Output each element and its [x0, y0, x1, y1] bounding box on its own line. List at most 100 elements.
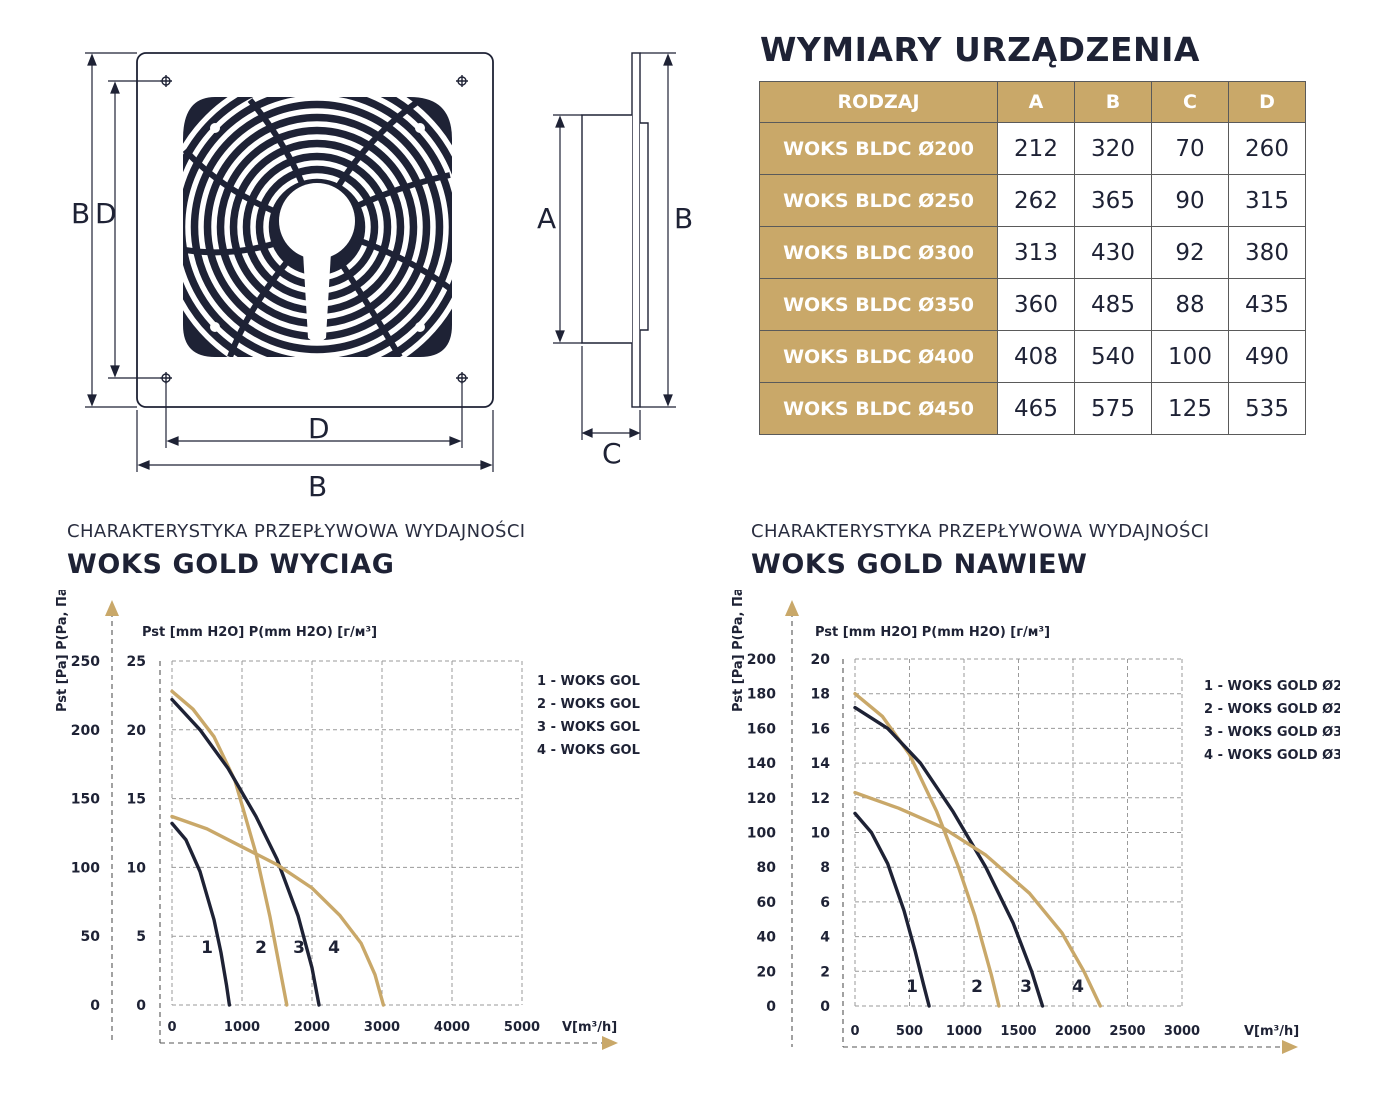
curve-number-label: 3: [1020, 977, 1032, 997]
mounting-holes: [160, 75, 468, 384]
curve-number-label: 2: [255, 938, 267, 958]
side-housing: [640, 122, 649, 331]
side-view-drawing: A B C: [537, 52, 693, 470]
table-row: WOKS BLDC Ø400 408 540 100 490: [759, 330, 1306, 383]
x-tick-label: 2500: [1109, 1024, 1145, 1039]
y-tick-label: 180: [747, 687, 776, 703]
legend-entry: 2 - WOKS GOLD Ø250: [1204, 702, 1340, 717]
chart-subtitle-supply: CHARAKTERYSTYKA PRZEPŁYWOWA WYDAJNOŚCI: [751, 521, 1210, 542]
side-plate: [631, 52, 641, 408]
y-tick-label: 160: [747, 721, 776, 737]
y-tick-label: 200: [747, 652, 776, 668]
y2-tick-label: 6: [820, 895, 830, 911]
y2-axis-title: Pst [mm H2O] P(mm H2O) [г/м³]: [815, 625, 1050, 640]
model-name-cell: WOKS BLDC Ø300: [759, 226, 998, 279]
value-cell: 125: [1151, 382, 1229, 435]
series-line-1: [853, 811, 931, 1008]
y-axis-arrow-icon: [785, 600, 799, 616]
x-tick-label: 0: [167, 1020, 176, 1035]
fan-grille: [183, 97, 452, 357]
curve-number-label: 1: [201, 938, 213, 958]
value-cell: 262: [997, 174, 1075, 227]
dim-label-c: C: [602, 437, 622, 470]
value-cell: 535: [1228, 382, 1306, 435]
dim-label-b-horizontal: B: [308, 470, 327, 503]
y-tick-label: 60: [757, 895, 777, 911]
value-cell: 365: [1074, 174, 1152, 227]
value-cell: 465: [997, 382, 1075, 435]
front-view-drawing: B D D B: [71, 52, 494, 503]
y2-tick-label: 0: [820, 999, 830, 1015]
legend-entry: 3 - WOKS GOLD Ø300: [1204, 725, 1340, 740]
x-tick-label: 0: [850, 1024, 859, 1039]
chart-title-supply: WOKS GOLD NAWIEW: [751, 549, 1088, 580]
value-cell: 575: [1074, 382, 1152, 435]
x-tick-label: 3000: [364, 1020, 400, 1035]
value-cell: 380: [1228, 226, 1306, 279]
curve-number-label: 3: [293, 938, 305, 958]
legend-entry: 4 - WOKS GOLD Ø350: [537, 743, 640, 758]
x-axis-arrow-icon: [602, 1036, 618, 1050]
table-row: WOKS BLDC Ø200 212 320 70 260: [759, 122, 1306, 175]
legend-entry: 1 - WOKS GOLD Ø200: [1204, 679, 1340, 694]
value-cell: 430: [1074, 226, 1152, 279]
value-cell: 90: [1151, 174, 1229, 227]
y-tick-label: 200: [71, 723, 100, 739]
x-tick-label: 1500: [1000, 1024, 1036, 1039]
y2-tick-label: 18: [811, 687, 830, 703]
legend-entry: 3 - WOKS GOLD Ø300: [537, 720, 640, 735]
column-header: B: [1074, 81, 1152, 123]
column-header: RODZAJ: [759, 81, 998, 123]
series-line-2: [170, 689, 289, 1007]
grid: [854, 658, 1183, 1007]
table-row: WOKS BLDC Ø250 262 365 90 315: [759, 174, 1306, 227]
x-tick-label: 1000: [946, 1024, 982, 1039]
y-tick-label: 100: [747, 826, 776, 842]
y-tick-label: 100: [71, 860, 100, 876]
table-header-row: RODZAJ A B C D: [759, 81, 1306, 123]
series-line-3: [170, 697, 321, 1007]
value-cell: 92: [1151, 226, 1229, 279]
dimensions-heading: WYMIARY URZĄDZENIA: [760, 30, 1200, 69]
legend-entry: 2 - WOKS GOLD Ø250: [537, 697, 640, 712]
dim-label-d-vertical: D: [95, 197, 117, 230]
value-cell: 70: [1151, 122, 1229, 175]
legend-entry: 4 - WOKS GOLD Ø350: [1204, 748, 1340, 763]
model-name-cell: WOKS BLDC Ø350: [759, 278, 998, 331]
y-tick-label: 140: [747, 756, 776, 772]
y2-tick-label: 12: [811, 791, 830, 807]
value-cell: 435: [1228, 278, 1306, 331]
value-cell: 540: [1074, 330, 1152, 383]
x-tick-label: 5000: [504, 1020, 540, 1035]
y2-tick-label: 4: [820, 930, 830, 946]
y-tick-label: 120: [747, 791, 776, 807]
series-line-3: [853, 705, 1045, 1008]
y2-tick-label: 5: [136, 929, 146, 945]
legend-entry: 1 - WOKS GOLD Ø200: [537, 674, 640, 689]
axes: [791, 612, 1286, 1048]
curve-number-label: 1: [906, 977, 918, 997]
dim-label-d-horizontal: D: [308, 412, 330, 445]
y2-axis-title: Pst [mm H2O] P(mm H2O) [г/м³]: [142, 625, 377, 640]
y-tick-label: 0: [766, 999, 776, 1015]
y2-tick-label: 0: [136, 998, 146, 1014]
y-axis-arrow-icon: [105, 600, 119, 616]
y-tick-label: 0: [90, 998, 100, 1014]
dimension-lines: [85, 52, 494, 472]
curve-number-label: 2: [971, 977, 983, 997]
curve-number-label: 4: [1072, 977, 1084, 997]
table-row: WOKS BLDC Ø350 360 485 88 435: [759, 278, 1306, 331]
y-axis-title: Pst [Pa] P(Pa, Па): [55, 590, 70, 712]
series-line-2: [853, 692, 1001, 1008]
y-tick-label: 250: [71, 654, 100, 670]
column-header: A: [997, 81, 1075, 123]
x-tick-label: 3000: [1164, 1024, 1200, 1039]
chart-title-exhaust: WOKS GOLD WYCIAG: [67, 549, 395, 580]
grid: [171, 660, 523, 1006]
column-header: C: [1151, 81, 1229, 123]
y-tick-label: 150: [71, 792, 100, 808]
table-row: WOKS BLDC Ø300 313 430 92 380: [759, 226, 1306, 279]
y2-tick-label: 15: [127, 792, 146, 808]
table-row: WOKS BLDC Ø450 465 575 125 535: [759, 382, 1306, 435]
chart-supply: 0204060801001201401601802000246810121416…: [731, 590, 1340, 1054]
